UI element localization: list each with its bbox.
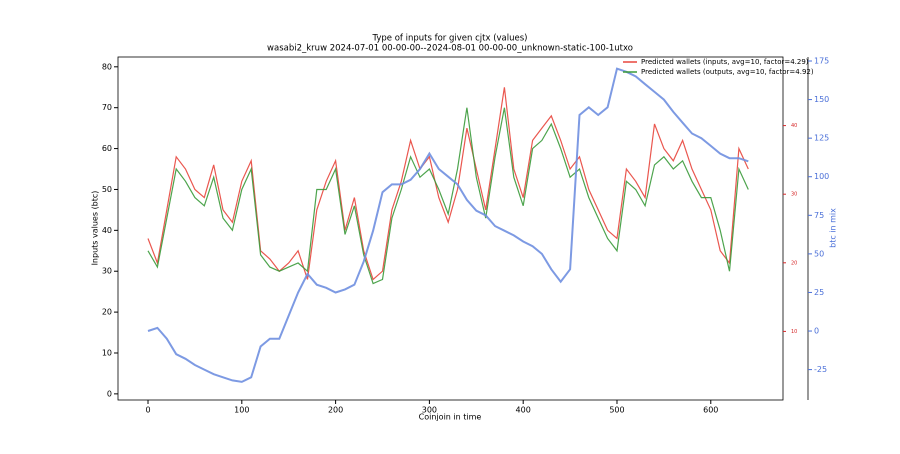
y-tick-label: 50 (102, 185, 112, 194)
x-tick-label: 600 (703, 406, 718, 415)
y2-tick-label: 10 (791, 329, 797, 335)
y2-tick-label: 30 (791, 192, 797, 198)
series-line (147, 107, 749, 285)
y-tick-label: 30 (102, 267, 112, 276)
y2-tick-label: 40 (791, 123, 797, 129)
plot-frame (117, 56, 784, 401)
y-tick-label: 20 (102, 308, 112, 317)
y-tick-label: 0 (107, 389, 112, 398)
y-axis-label: Inputs values (btc) (91, 191, 100, 266)
x-tick-label: 200 (328, 406, 343, 415)
y3-tick-label: 50 (814, 249, 824, 258)
x-tick-label: 0 (145, 406, 150, 415)
x-tick-label: 300 (422, 406, 437, 415)
series-line (147, 87, 749, 281)
y-tick-label: 80 (102, 62, 112, 71)
x-tick-label: 500 (609, 406, 624, 415)
legend-label: Predicted wallets (outputs, avg=10, fact… (641, 68, 814, 76)
y2-tick-label: 20 (791, 260, 797, 266)
y-tick-label: 40 (102, 226, 112, 235)
y-tick-label: 10 (102, 348, 112, 357)
y3-tick-label: 100 (814, 172, 829, 181)
y3-axis-label: btc in mix (829, 208, 838, 248)
x-tick-label: 400 (516, 406, 531, 415)
chart-subtitle: wasabi2_kruw 2024-07-01 00-00-00--2024-0… (267, 44, 633, 54)
y-tick-label: 70 (102, 103, 112, 112)
x-axis-label: Coinjoin in time (419, 413, 482, 422)
y3-tick-label: 25 (814, 288, 824, 297)
y3-tick-label: 125 (814, 134, 829, 143)
y3-tick-label: 75 (814, 211, 824, 220)
y3-tick-label: 175 (814, 57, 829, 66)
series-line (147, 67, 749, 383)
y3-tick-label: -25 (814, 365, 827, 374)
y3-tick-label: 150 (814, 95, 829, 104)
y3-tick-label: 0 (814, 327, 819, 336)
y-tick-label: 60 (102, 144, 112, 153)
legend-label: Predicted wallets (inputs, avg=10, facto… (641, 58, 809, 66)
chart-title: Type of inputs for given cjtx (values) (372, 34, 528, 44)
x-tick-label: 100 (234, 406, 249, 415)
